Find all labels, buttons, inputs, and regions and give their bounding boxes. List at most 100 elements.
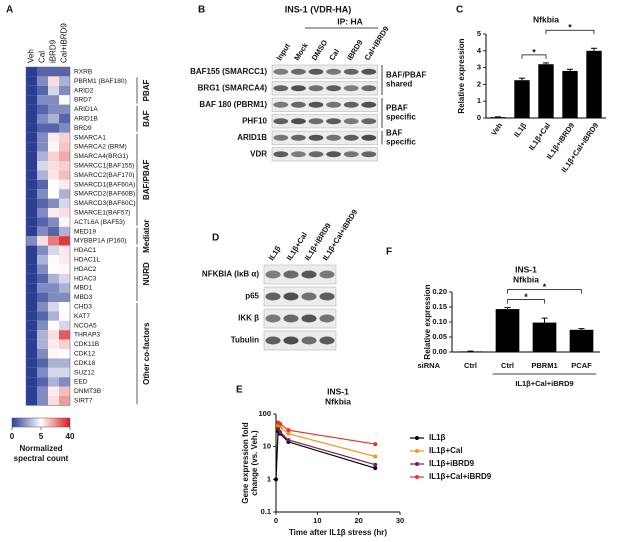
blot-band bbox=[308, 85, 324, 92]
gene-label: MYBBP1A (P160) bbox=[74, 238, 126, 245]
data-point bbox=[274, 477, 278, 482]
data-point bbox=[276, 426, 281, 431]
heatmap-cell bbox=[59, 104, 70, 114]
group-label: BAF bbox=[386, 128, 403, 137]
heatmap-cell bbox=[48, 330, 59, 340]
blot-band bbox=[291, 85, 306, 92]
blot-band bbox=[326, 85, 341, 92]
heatmap-border bbox=[25, 66, 71, 406]
heatmap-cell bbox=[37, 179, 48, 190]
blot-strip bbox=[271, 147, 378, 162]
significance-label: * bbox=[524, 292, 528, 302]
y-tick-label: 1 bbox=[267, 474, 271, 483]
heatmap-cell bbox=[37, 349, 48, 359]
heatmap-cell bbox=[26, 330, 37, 340]
heatmap-cell bbox=[26, 123, 37, 133]
blot-band bbox=[308, 68, 324, 75]
heatmap-cell bbox=[48, 132, 59, 143]
heatmap-cell bbox=[48, 76, 59, 86]
y-axis-label: change (vs. Veh.) bbox=[250, 430, 259, 496]
blot-band bbox=[301, 314, 317, 323]
bar bbox=[495, 309, 520, 352]
heatmap-cell bbox=[26, 320, 37, 331]
significance-label: * bbox=[532, 47, 536, 57]
heatmap-cell bbox=[59, 255, 70, 265]
heatmap-cell bbox=[48, 161, 59, 171]
y-tick-label: 0 bbox=[477, 113, 481, 122]
heatmap-cell bbox=[59, 330, 70, 340]
heatmap-cell bbox=[37, 302, 48, 312]
gene-label: DNMT3B bbox=[74, 388, 102, 395]
bar bbox=[490, 117, 506, 118]
bar bbox=[569, 329, 594, 352]
blot-band bbox=[291, 134, 306, 141]
heatmap-cell bbox=[48, 283, 59, 293]
heatmap-cell bbox=[48, 349, 59, 359]
group-label: shared bbox=[386, 80, 412, 89]
chart-title: INS-1 bbox=[327, 386, 349, 396]
heatmap-cell bbox=[59, 198, 70, 208]
heatmap-cell bbox=[48, 311, 59, 321]
blot-band bbox=[343, 68, 359, 75]
heatmap-cell bbox=[26, 161, 37, 171]
gene-label: RXRB bbox=[74, 68, 93, 75]
column-label: Cal bbox=[38, 51, 47, 63]
column-label: Cal+iBRD9 bbox=[60, 23, 69, 63]
lane-label: Cal bbox=[327, 47, 341, 62]
heatmap-cell bbox=[48, 114, 59, 124]
panel-letter: B bbox=[198, 5, 205, 16]
heatmap-cell bbox=[59, 367, 70, 378]
blot-band bbox=[361, 118, 377, 125]
gene-label: ARID1B bbox=[74, 115, 98, 122]
heatmap-cell bbox=[48, 151, 59, 161]
heatmap-cell bbox=[48, 245, 59, 255]
blot-row-label: NFKBIA (IκB α) bbox=[202, 270, 259, 279]
gene-label: SUZ12 bbox=[74, 369, 95, 376]
heatmap-cell bbox=[26, 208, 37, 218]
heatmap-cell bbox=[26, 151, 37, 161]
x-tick-label: PCAF bbox=[571, 361, 592, 370]
blot-band bbox=[291, 101, 306, 108]
heatmap-cell bbox=[59, 386, 70, 396]
blot-band bbox=[361, 68, 377, 75]
heatmap-cell bbox=[48, 226, 59, 237]
heatmap-cell bbox=[37, 311, 48, 321]
data-point bbox=[278, 430, 283, 435]
blot-row-label: ARID1B bbox=[237, 133, 267, 142]
heatmap-cell bbox=[48, 104, 59, 114]
blot-row-label: Tubulin bbox=[231, 336, 259, 345]
gene-label: SMARCA4(BRG1) bbox=[74, 153, 128, 160]
heatmap-cell bbox=[59, 292, 70, 302]
group-label: BAF bbox=[142, 110, 151, 127]
gene-label: SMARCD2(BAF60B) bbox=[74, 191, 135, 198]
y-tick-label: 0.20 bbox=[432, 287, 447, 296]
heatmap-cell bbox=[26, 396, 37, 406]
data-point bbox=[373, 462, 378, 467]
y-tick-label: 100 bbox=[258, 409, 271, 418]
blot-band bbox=[361, 134, 377, 141]
blot-row-label: PHF10 bbox=[242, 116, 267, 125]
heatmap-cell bbox=[48, 123, 59, 133]
bar bbox=[562, 70, 578, 118]
heatmap-cell bbox=[37, 217, 48, 227]
gene-label: HDAC2 bbox=[74, 266, 97, 273]
heatmap-cell bbox=[37, 76, 48, 86]
blot-band bbox=[273, 68, 289, 75]
heatmap-cell bbox=[37, 161, 48, 171]
heatmap-cell bbox=[48, 339, 59, 349]
heatmap-cell bbox=[26, 349, 37, 359]
gene-label: HDAC3 bbox=[74, 275, 97, 282]
y-tick-label: 0.1 bbox=[261, 507, 271, 516]
blot-row-label: BAF 180 (PBRM1) bbox=[199, 100, 267, 109]
gene-label: SIRT7 bbox=[74, 397, 93, 404]
blot-band bbox=[283, 270, 299, 279]
heatmap-cell bbox=[26, 339, 37, 349]
y-tick-label: 5 bbox=[477, 29, 481, 38]
gene-label: PBRM1 (BAF180) bbox=[74, 78, 127, 85]
blot-title: INS-1 (VDR-HA) bbox=[285, 4, 352, 14]
heatmap-cell bbox=[48, 396, 59, 406]
gene-label: CDK18 bbox=[74, 360, 96, 367]
gene-label: HDAC1L bbox=[74, 256, 100, 263]
heatmap-cell bbox=[26, 283, 37, 293]
lane-label: Input bbox=[275, 41, 293, 62]
